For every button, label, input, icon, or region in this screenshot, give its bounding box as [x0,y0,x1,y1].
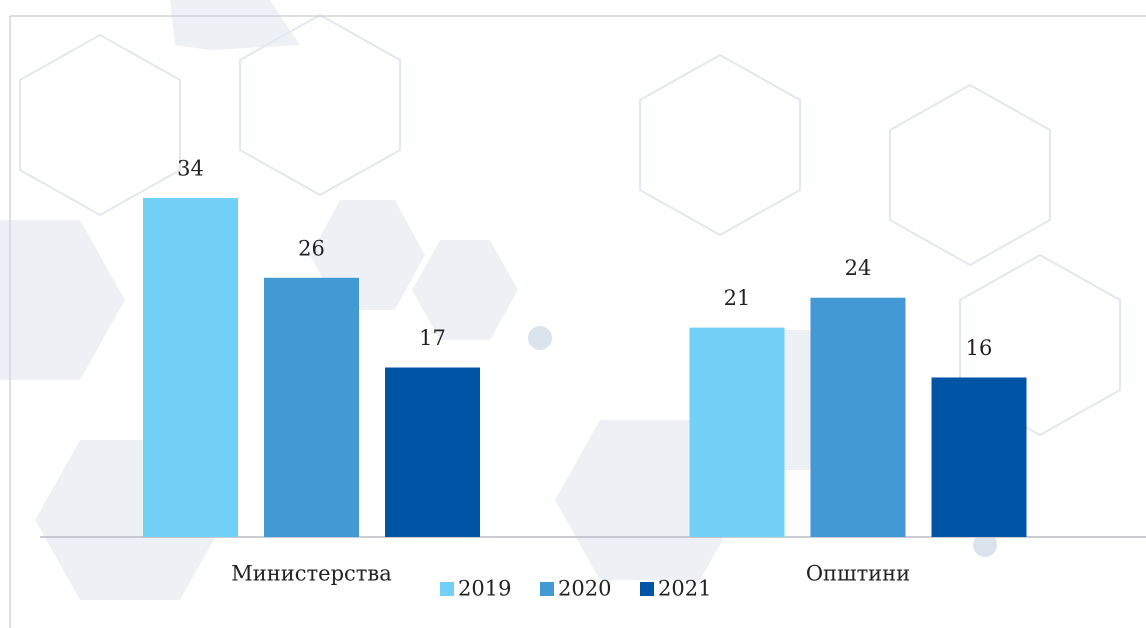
bar [810,297,906,537]
legend-label: 2021 [658,577,711,601]
bar [931,377,1027,537]
bar [385,367,480,537]
data-label: 24 [845,256,872,280]
data-label: 26 [298,236,325,260]
hexagon [170,0,300,50]
dot [528,326,552,350]
legend-label: 2019 [458,577,511,601]
legend-swatch [640,582,654,596]
data-label: 34 [177,157,204,181]
dot [973,533,997,557]
hexagon [412,240,518,340]
hex-outline [19,33,181,217]
bar [689,327,785,537]
hexagon [0,220,125,380]
legend-label: 2020 [558,577,611,601]
x-tick-label: Општини [806,562,910,586]
data-label: 21 [724,286,751,310]
data-label: 16 [966,336,993,360]
legend-swatch [540,582,554,596]
hex-outline [639,53,801,237]
x-tick-label: Министерства [231,562,391,586]
hex-outline [889,83,1051,267]
bar [264,277,359,537]
hex-outline [239,13,401,197]
legend-swatch [440,582,454,596]
bar [143,198,238,537]
data-label: 17 [419,326,446,350]
